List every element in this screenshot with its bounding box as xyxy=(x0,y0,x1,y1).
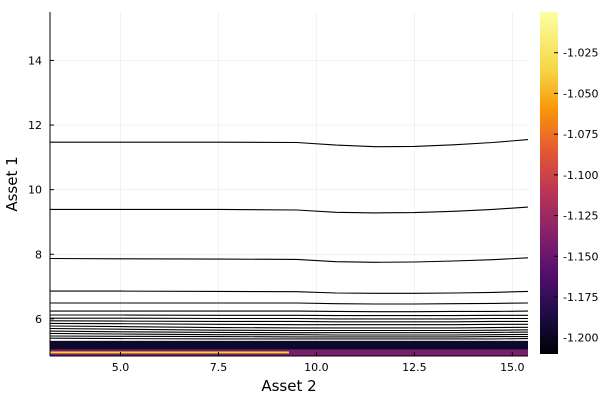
y-axis-title: Asset 1 xyxy=(3,156,21,211)
contour-line xyxy=(50,139,528,148)
colorbar-ticks: -1.200 -1.175 -1.150 -1.125 -1.100 -1.075 -1.0… xyxy=(554,47,598,345)
contour-line xyxy=(50,314,528,317)
filled-band xyxy=(50,351,289,354)
contour-line xyxy=(50,337,528,340)
colorbar-tick-label: -1.075 xyxy=(563,128,598,141)
contour-line xyxy=(50,322,528,326)
x-axis-title: Asset 2 xyxy=(261,377,316,395)
x-axis-ticks: 5.0 7.5 10.0 12.5 15.0 xyxy=(112,352,525,374)
contour-line xyxy=(50,320,528,323)
contour-line xyxy=(50,317,528,320)
y-tick-label: 8 xyxy=(35,248,42,261)
x-tick-label: 12.5 xyxy=(402,361,427,374)
colorbar-tick-label: -1.100 xyxy=(563,169,598,182)
contour-line xyxy=(50,325,528,329)
colorbar-tick-label: -1.200 xyxy=(563,332,598,345)
y-tick-label: 12 xyxy=(28,119,42,132)
contour-line xyxy=(50,327,528,332)
x-tick-label: 10.0 xyxy=(304,361,329,374)
colorbar-tick-label: -1.150 xyxy=(563,250,598,263)
x-tick-label: 7.5 xyxy=(210,361,228,374)
colorbar-tick-label: -1.050 xyxy=(563,87,598,100)
filled-band xyxy=(50,340,528,350)
contour-line xyxy=(50,335,528,338)
contour-line xyxy=(50,302,528,305)
contour-line xyxy=(50,206,528,214)
y-tick-label: 14 xyxy=(28,54,42,67)
y-tick-label: 10 xyxy=(28,184,42,197)
contour-line xyxy=(50,330,528,334)
x-tick-label: 5.0 xyxy=(112,361,130,374)
contour-line xyxy=(50,332,528,336)
contour-line xyxy=(50,310,528,313)
contour-lines xyxy=(50,139,528,340)
contour-line xyxy=(50,290,528,294)
y-axis-ticks: 6 8 10 12 14 xyxy=(28,54,54,326)
contour-line xyxy=(50,257,528,263)
axes xyxy=(49,12,528,357)
y-tick-label: 6 xyxy=(35,313,42,326)
colorbar-tick-label: -1.175 xyxy=(563,291,598,304)
filled-bands xyxy=(50,340,528,356)
colorbar-tick-label: -1.125 xyxy=(563,210,598,223)
colorbar: -1.200 -1.175 -1.150 -1.125 -1.100 -1.075 -1.0… xyxy=(540,12,598,354)
colorbar-tick-label: -1.025 xyxy=(563,47,598,60)
x-tick-label: 15.0 xyxy=(500,361,525,374)
colorbar-gradient xyxy=(540,12,558,354)
